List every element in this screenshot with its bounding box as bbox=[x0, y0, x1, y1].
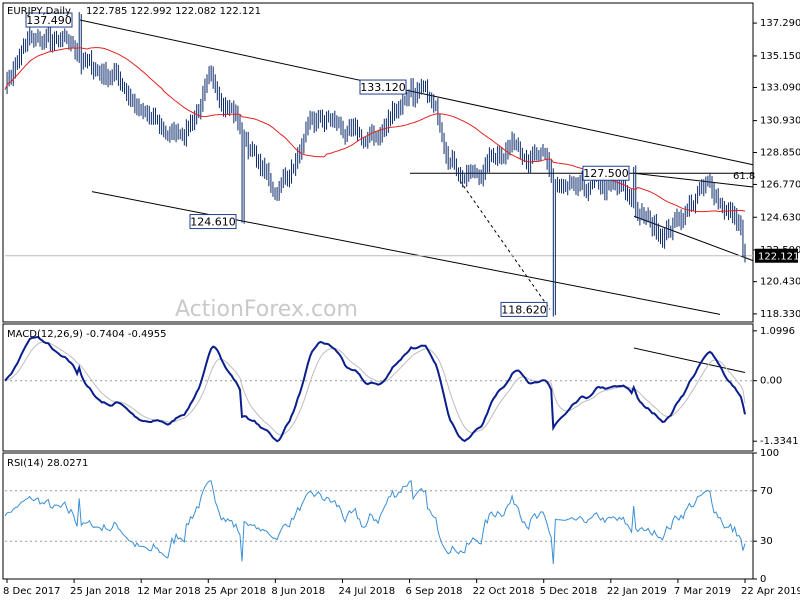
price-tick-label: 120.430 bbox=[760, 277, 800, 288]
rsi-panel bbox=[2, 452, 754, 580]
macd-axis: 1.0996 0.00 -1.3341 bbox=[753, 326, 799, 447]
annotation-low-1-text: 124.610 bbox=[190, 216, 236, 229]
macd-panel bbox=[2, 323, 754, 452]
macd-tick-label: 0.00 bbox=[760, 376, 782, 387]
rsi-tick-label: 0 bbox=[760, 574, 766, 585]
x-tick-label: 25 Apr 2018 bbox=[204, 586, 266, 597]
watermark: ActionForex.com bbox=[175, 297, 358, 322]
x-tick-label: 8 Dec 2017 bbox=[3, 586, 61, 597]
price-panel bbox=[2, 2, 754, 323]
x-tick-label: 25 Jan 2018 bbox=[70, 586, 130, 597]
annotation-low-2-text: 118.620 bbox=[501, 303, 547, 316]
x-axis: 8 Dec 2017 25 Jan 2018 12 Mar 2018 25 Apr 2… bbox=[3, 579, 800, 597]
x-tick-label: 6 Sep 2018 bbox=[406, 586, 463, 597]
price-tick-label: 135.150 bbox=[760, 51, 800, 62]
price-tick-label: 128.850 bbox=[760, 148, 800, 159]
rsi-tick-label: 100 bbox=[760, 448, 779, 459]
price-axis: 137.290 135.150 133.090 130.930 128.850 126.7… bbox=[753, 18, 800, 320]
macd-line bbox=[4, 335, 746, 443]
price-tick-label: 137.290 bbox=[760, 18, 800, 29]
rsi-axis: 100 70 30 0 bbox=[753, 448, 779, 585]
moving-average-line bbox=[4, 47, 746, 213]
fib-projection-line bbox=[459, 180, 551, 310]
rsi-tick-label: 30 bbox=[760, 536, 773, 547]
x-tick-label: 12 Mar 2018 bbox=[137, 586, 200, 597]
annotation-high-3-text: 127.500 bbox=[583, 167, 629, 180]
x-tick-label: 24 Jul 2018 bbox=[338, 586, 395, 597]
price-tick-label: 124.630 bbox=[760, 212, 800, 223]
chart-title: EURJPY,Daily bbox=[7, 6, 71, 17]
x-tick-label: 5 Dec 2018 bbox=[540, 586, 598, 597]
x-tick-label: 22 Apr 2019 bbox=[741, 586, 800, 597]
macd-tick-label: -1.3341 bbox=[760, 436, 799, 447]
annotation-high-2 bbox=[359, 79, 407, 95]
rsi-label: RSI(14) 28.0271 bbox=[7, 458, 88, 469]
price-tick-label: 118.330 bbox=[760, 309, 800, 320]
x-tick-label: 8 Jun 2018 bbox=[271, 586, 325, 597]
rsi-tick-label: 70 bbox=[760, 486, 773, 497]
upper-channel-line bbox=[79, 19, 754, 166]
annotation-high-1 bbox=[25, 12, 73, 28]
lower-channel-line bbox=[91, 191, 721, 315]
price-annotations: 137.490 133.120 124.610 127.500 118.620 122.1… bbox=[25, 12, 799, 317]
candles bbox=[6, 12, 746, 317]
annotation-high-2-text: 133.120 bbox=[360, 81, 406, 94]
price-tick-label: 126.770 bbox=[760, 179, 800, 190]
wedge-upper-line bbox=[633, 172, 754, 188]
fib-label: 61.8 bbox=[733, 171, 755, 182]
ohlc-values: 122.785 122.992 122.082 122.121 bbox=[86, 6, 261, 17]
macd-label: MACD(12,26,9) -0.7404 -0.4955 bbox=[7, 329, 167, 340]
x-tick-label: 22 Jan 2019 bbox=[607, 586, 667, 597]
macd-signal-line bbox=[4, 341, 746, 436]
price-tick-label: 133.090 bbox=[760, 83, 800, 94]
annotation-high-1-text: 137.490 bbox=[26, 14, 72, 27]
annotation-low-1 bbox=[189, 214, 237, 230]
macd-tick-label: 1.0996 bbox=[760, 326, 795, 337]
x-tick-label: 22 Oct 2018 bbox=[473, 586, 535, 597]
rsi-line bbox=[4, 479, 746, 564]
x-tick-label: 7 Mar 2019 bbox=[674, 586, 731, 597]
current-price-box bbox=[755, 248, 798, 263]
current-price-label: 122.121 bbox=[758, 252, 799, 263]
annotation-high-3 bbox=[582, 165, 630, 181]
price-tick-label: 130.930 bbox=[760, 116, 800, 127]
annotation-low-2 bbox=[500, 301, 548, 317]
